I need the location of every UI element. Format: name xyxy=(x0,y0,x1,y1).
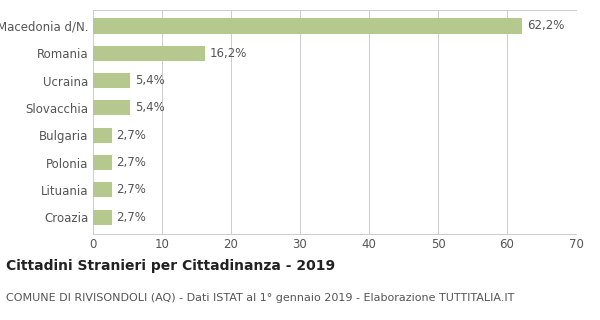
Bar xyxy=(93,182,112,197)
Bar xyxy=(93,19,522,34)
Bar xyxy=(93,73,130,88)
Bar xyxy=(93,46,205,61)
Text: 5,4%: 5,4% xyxy=(135,74,165,87)
Bar xyxy=(93,155,112,170)
Bar xyxy=(93,210,112,225)
Text: 2,7%: 2,7% xyxy=(116,156,146,169)
Text: 62,2%: 62,2% xyxy=(527,20,565,33)
Text: Cittadini Stranieri per Cittadinanza - 2019: Cittadini Stranieri per Cittadinanza - 2… xyxy=(6,260,335,273)
Bar xyxy=(93,128,112,143)
Text: 16,2%: 16,2% xyxy=(209,47,247,60)
Text: COMUNE DI RIVISONDOLI (AQ) - Dati ISTAT al 1° gennaio 2019 - Elaborazione TUTTIT: COMUNE DI RIVISONDOLI (AQ) - Dati ISTAT … xyxy=(6,293,514,303)
Text: 2,7%: 2,7% xyxy=(116,129,146,142)
Text: 2,7%: 2,7% xyxy=(116,183,146,196)
Text: 2,7%: 2,7% xyxy=(116,211,146,224)
Bar xyxy=(93,100,130,116)
Text: 5,4%: 5,4% xyxy=(135,101,165,115)
